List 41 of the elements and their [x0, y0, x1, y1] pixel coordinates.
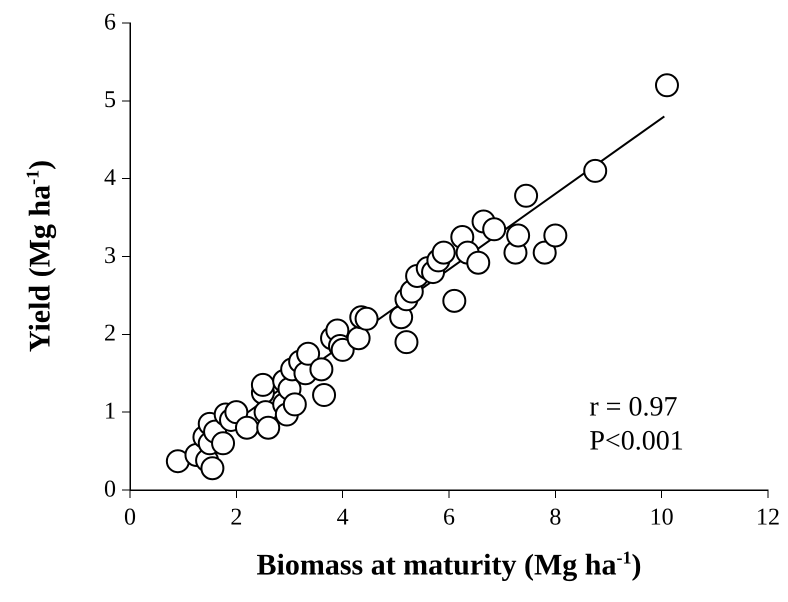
y-tick-label: 0 [104, 476, 116, 502]
point [250, 372, 275, 397]
point [200, 456, 224, 480]
x-tick-label: 6 [443, 504, 455, 531]
point [583, 158, 608, 183]
point [282, 392, 307, 416]
point [346, 326, 371, 350]
x-tick-label: 8 [549, 504, 562, 531]
x-tick-label: 4 [336, 504, 349, 531]
point [543, 223, 568, 248]
point [654, 73, 679, 98]
point [532, 240, 557, 265]
point [330, 338, 355, 362]
annotation: r = 0.97 [589, 391, 678, 422]
x-tick-label: 12 [756, 504, 780, 531]
point [442, 288, 466, 313]
y-tick-label: 4 [104, 164, 116, 191]
point [309, 357, 334, 382]
x-tick-label: 2 [230, 504, 242, 531]
point [256, 416, 280, 440]
x-tick-label: 10 [650, 504, 674, 531]
annotation: P<0.001 [589, 425, 684, 456]
y-tick-label: 2 [104, 320, 116, 347]
x-axis-title: Biomass at maturity (Mg ha$^{-1}$) [256, 548, 642, 582]
point [432, 240, 456, 265]
point [296, 342, 320, 366]
point [166, 449, 190, 474]
y-tick-label: 3 [104, 242, 116, 269]
y-tick-label: 5 [104, 87, 116, 114]
point [354, 306, 379, 331]
x-tick-label: 0 [124, 504, 136, 531]
point [514, 184, 538, 208]
point [394, 330, 418, 354]
y-tick-label: 6 [104, 9, 116, 36]
y-tick-label: 1 [104, 398, 116, 424]
point [234, 416, 259, 440]
point [466, 250, 490, 275]
point [506, 223, 530, 248]
point [482, 217, 506, 242]
point [312, 383, 336, 408]
point [211, 431, 236, 456]
